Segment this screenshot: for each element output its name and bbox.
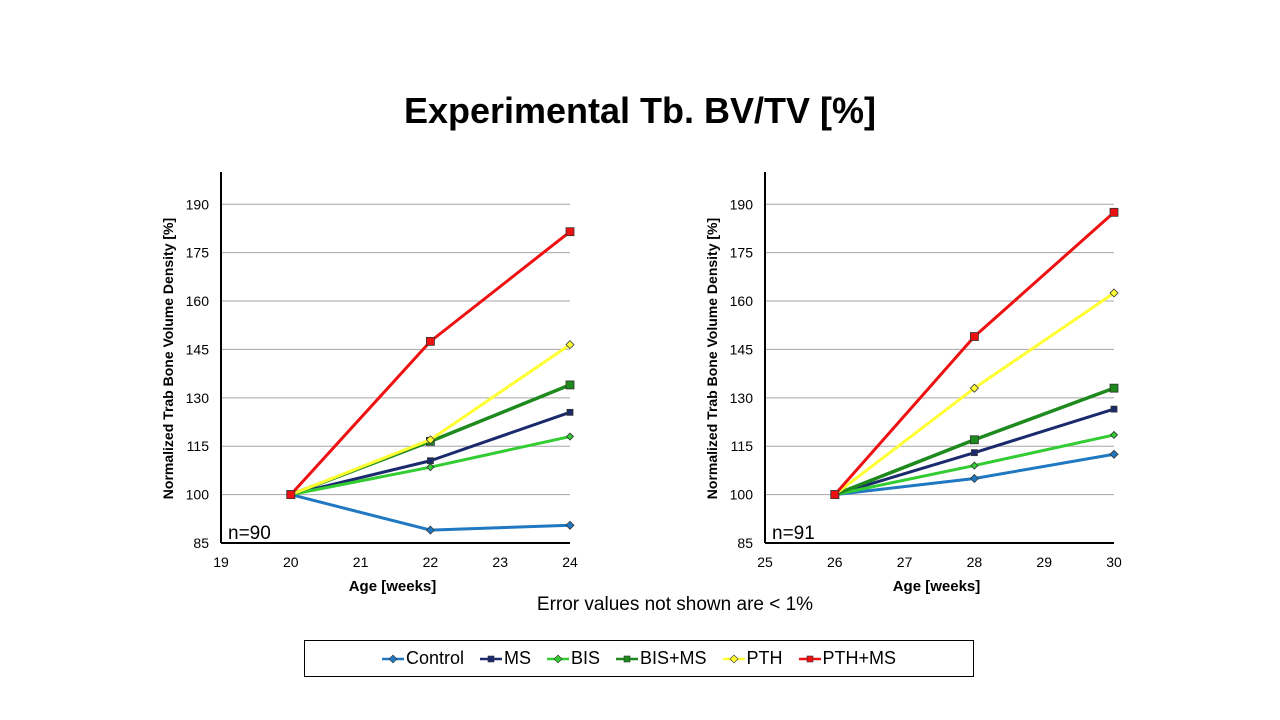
x-tick-label: 29 [1036,554,1052,570]
legend-swatch-control [381,654,404,663]
data-point-pth-plus-ms [286,490,296,500]
x-tick-label: 21 [353,554,369,570]
data-point-bis-plus-ms [1109,383,1119,393]
line-chart-left: 85 100 115 130 145 160 175 190 19 20 21 22 23 24 Age [… [160,172,578,595]
data-point-control [425,525,435,535]
y-tick-label: 130 [186,390,210,406]
y-tick-label: 115 [187,438,210,454]
y-tick-label: 85 [737,535,753,551]
x-axis-label: Age [weeks] [893,578,981,595]
x-tick-label: 23 [492,554,508,570]
y-tick-label: 160 [186,293,210,309]
legend-item-ms: MS [479,648,531,669]
data-point-pth-plus-ms [1109,207,1119,217]
y-tick-label: 190 [730,196,754,212]
legend-item-pth-plus-ms: PTH+MS [798,648,897,669]
data-point-control [565,520,575,530]
error-footnote: Error values not shown are < 1% [536,594,814,615]
data-point-pth [1109,288,1119,298]
legend-swatch-bis [546,654,569,663]
line-chart-right: 85 100 115 130 145 160 175 190 25 26 27 28 29 30 Age [… [704,172,1122,595]
y-tick-label: 175 [730,245,754,261]
chart-title: Experimental Tb. BV/TV [%] [403,90,877,131]
x-tick-label: 27 [897,554,913,570]
legend-label: Control [405,648,464,668]
y-tick-label: 115 [731,438,754,454]
data-point-pth [425,435,435,445]
y-tick-label: 130 [730,390,754,406]
y-tick-label: 175 [186,245,210,261]
y-tick-label: 85 [193,535,209,551]
y-axis-label: Normalized Trab Bone Volume Density [%] [704,218,720,499]
data-point-bis [565,432,575,441]
data-point-pth [969,383,979,393]
data-point-pth-plus-ms [830,490,840,500]
data-point-pth-plus-ms [970,332,979,341]
x-tick-label: 19 [213,554,229,570]
legend-item-control: Control [381,648,464,669]
data-point-bis-plus-ms [970,435,979,445]
y-tick-label: 190 [186,196,210,212]
x-tick-label: 24 [562,554,578,570]
legend-swatch-ms [479,655,502,662]
sample-size-annotation: n=90 [228,523,271,544]
legend-swatch-bis-plus-ms [616,655,638,662]
x-tick-label: 20 [283,554,299,570]
data-point-ms [1110,405,1118,413]
data-point-bis [970,461,979,470]
x-tick-label: 28 [967,554,983,570]
legend-item-bis: BIS [546,648,600,669]
data-point-pth [565,340,575,350]
y-tick-label: 160 [730,293,754,309]
x-axis-label: Age [weeks] [349,578,437,595]
y-tick-label: 145 [186,341,210,357]
data-point-ms [566,408,574,416]
legend-label: BIS+MS [640,648,707,668]
x-tick-label: 22 [423,554,439,570]
x-tick-label: 25 [757,554,773,570]
y-tick-label: 100 [186,487,210,503]
legend-label: PTH [746,648,783,668]
data-point-bis-plus-ms [565,380,575,390]
legend-label: PTH+MS [822,648,897,668]
data-point-bis [1109,430,1119,439]
y-axis-label: Normalized Trab Bone Volume Density [%] [160,218,176,499]
data-point-control [1109,449,1119,459]
y-tick-label: 100 [730,487,754,503]
x-tick-label: 30 [1106,554,1122,570]
y-tick-label: 145 [730,341,754,357]
chart-legend: Control MS BIS BIS+MS PTH PTH+MS [304,640,974,677]
data-point-ms [971,449,978,457]
data-point-control [969,473,979,484]
legend-item-bis-plus-ms: BIS+MS [616,648,707,669]
legend-item-pth: PTH [722,648,783,669]
legend-swatch-pth-plus-ms [798,655,821,662]
data-point-bis [426,463,435,472]
x-tick-label: 26 [827,554,843,570]
legend-label: BIS [570,648,600,668]
data-point-pth-plus-ms [565,227,575,237]
legend-swatch-pth [722,654,745,663]
data-point-pth-plus-ms [425,336,435,346]
legend-label: MS [503,648,531,668]
sample-size-annotation: n=91 [772,523,815,544]
